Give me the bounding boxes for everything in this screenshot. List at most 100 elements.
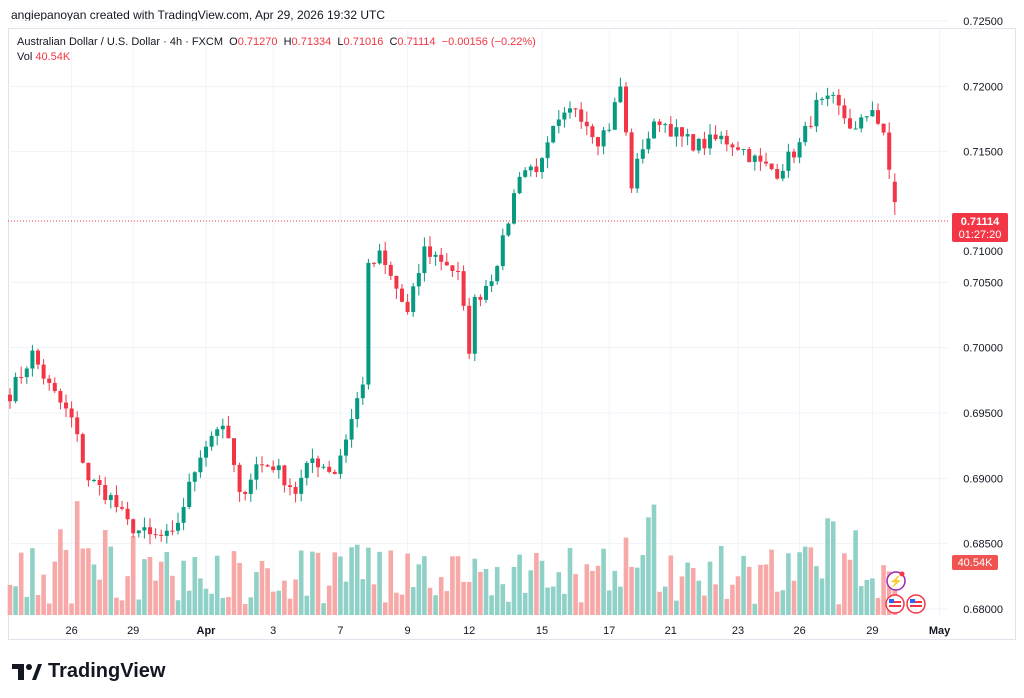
candle-body: [708, 134, 712, 149]
candle-body: [36, 350, 40, 365]
volume-bar: [338, 556, 343, 615]
candle-body: [310, 458, 315, 463]
y-tick-label: 0.69500: [963, 408, 1003, 420]
volume-bar: [886, 571, 892, 615]
volume-bar: [802, 546, 808, 615]
candle-body: [377, 250, 382, 264]
candle-body: [388, 264, 393, 276]
candle-body: [215, 429, 220, 436]
tradingview-logo[interactable]: TradingView: [12, 660, 165, 683]
volume-bar: [455, 556, 461, 615]
volume-bar: [707, 561, 713, 615]
candle-body: [864, 116, 869, 118]
candle-body: [254, 464, 259, 480]
candle-body: [97, 479, 102, 486]
logo-text: TradingView: [48, 660, 166, 682]
candle-body: [64, 402, 68, 409]
close-value: 0.71114: [397, 36, 436, 48]
candle-body: [629, 132, 634, 189]
volume-bar: [690, 567, 696, 615]
volume-bar: [489, 595, 494, 615]
volume-value: 40.54K: [35, 51, 71, 63]
countdown: 01:27:20: [959, 229, 1002, 241]
candle-body: [752, 155, 757, 162]
us-flag-event-icon[interactable]: [906, 594, 926, 614]
candle-body: [596, 137, 600, 147]
volume-bar: [315, 552, 321, 615]
volume-bar: [741, 555, 746, 615]
volume-bar: [382, 602, 388, 615]
y-tick-label: 0.72500: [963, 16, 1003, 28]
candle-body: [52, 382, 57, 392]
candle-body: [601, 130, 606, 147]
volume-bar: [758, 564, 763, 615]
volume-bar: [612, 570, 618, 615]
candle-body: [422, 246, 427, 274]
volume-bar: [774, 591, 780, 615]
volume-bar: [293, 579, 298, 615]
open-value: 0.71270: [237, 36, 278, 48]
x-tick-label: 23: [732, 625, 744, 637]
volume-bar: [478, 571, 483, 615]
candle-body: [764, 161, 768, 164]
volume-bar: [528, 570, 534, 615]
volume-bar: [175, 600, 181, 615]
chart-frame: [8, 28, 1016, 640]
candle-body: [534, 166, 539, 173]
volume-bar: [483, 568, 489, 615]
candle-body: [892, 181, 897, 203]
volume-bar: [18, 552, 24, 615]
candle-body: [680, 127, 684, 137]
candle-body: [360, 384, 365, 399]
candle-body: [769, 163, 774, 170]
lightning-event-icon[interactable]: ⚡: [886, 571, 906, 591]
candle-body: [562, 112, 567, 120]
candle-body: [792, 151, 796, 158]
candle-body: [204, 446, 208, 458]
candle-body: [696, 138, 701, 151]
candle-body: [332, 471, 337, 474]
low-value: 0.71016: [343, 36, 384, 48]
volume-bar: [237, 563, 242, 615]
candle-body: [568, 108, 572, 113]
volume-bar: [259, 560, 265, 615]
candle-body: [148, 527, 152, 535]
us-flag-event-icon[interactable]: [885, 594, 905, 614]
volume-bar: [203, 588, 209, 615]
candle-body: [265, 465, 270, 467]
volume-bar: [186, 590, 192, 615]
candle-body: [545, 142, 550, 159]
last-price-tag: [952, 213, 1008, 242]
volume-bar: [864, 579, 870, 615]
volume-bar: [752, 603, 758, 615]
y-tick-label: 0.71500: [963, 147, 1003, 159]
candle-body: [136, 530, 141, 534]
candle-body: [780, 170, 785, 179]
candle-body: [820, 98, 824, 100]
candle-body: [674, 127, 679, 137]
volume-bar: [405, 553, 410, 615]
low-label: L: [337, 36, 344, 48]
volume-bar: [450, 556, 455, 615]
candle-body: [75, 417, 80, 435]
volume-bar: [466, 581, 472, 615]
candle-body: [685, 134, 690, 137]
volume-bar: [623, 537, 629, 615]
candle-body: [92, 479, 96, 481]
symbol-title[interactable]: Australian Dollar / U.S. Dollar · 4h · F…: [17, 36, 223, 48]
candle-body: [293, 486, 298, 494]
candle-body: [517, 176, 522, 194]
candle-body: [584, 121, 589, 127]
candle-body: [321, 466, 326, 468]
volume-bar: [433, 595, 438, 615]
candle-body: [411, 286, 416, 313]
volume-bar: [786, 553, 791, 615]
candle-body: [198, 457, 203, 473]
volume-bar: [578, 602, 584, 615]
volume-bar: [226, 597, 231, 615]
candle-body: [260, 464, 264, 466]
volume-bar: [819, 578, 825, 615]
candle-body: [248, 479, 253, 494]
volume-bar: [310, 551, 315, 615]
